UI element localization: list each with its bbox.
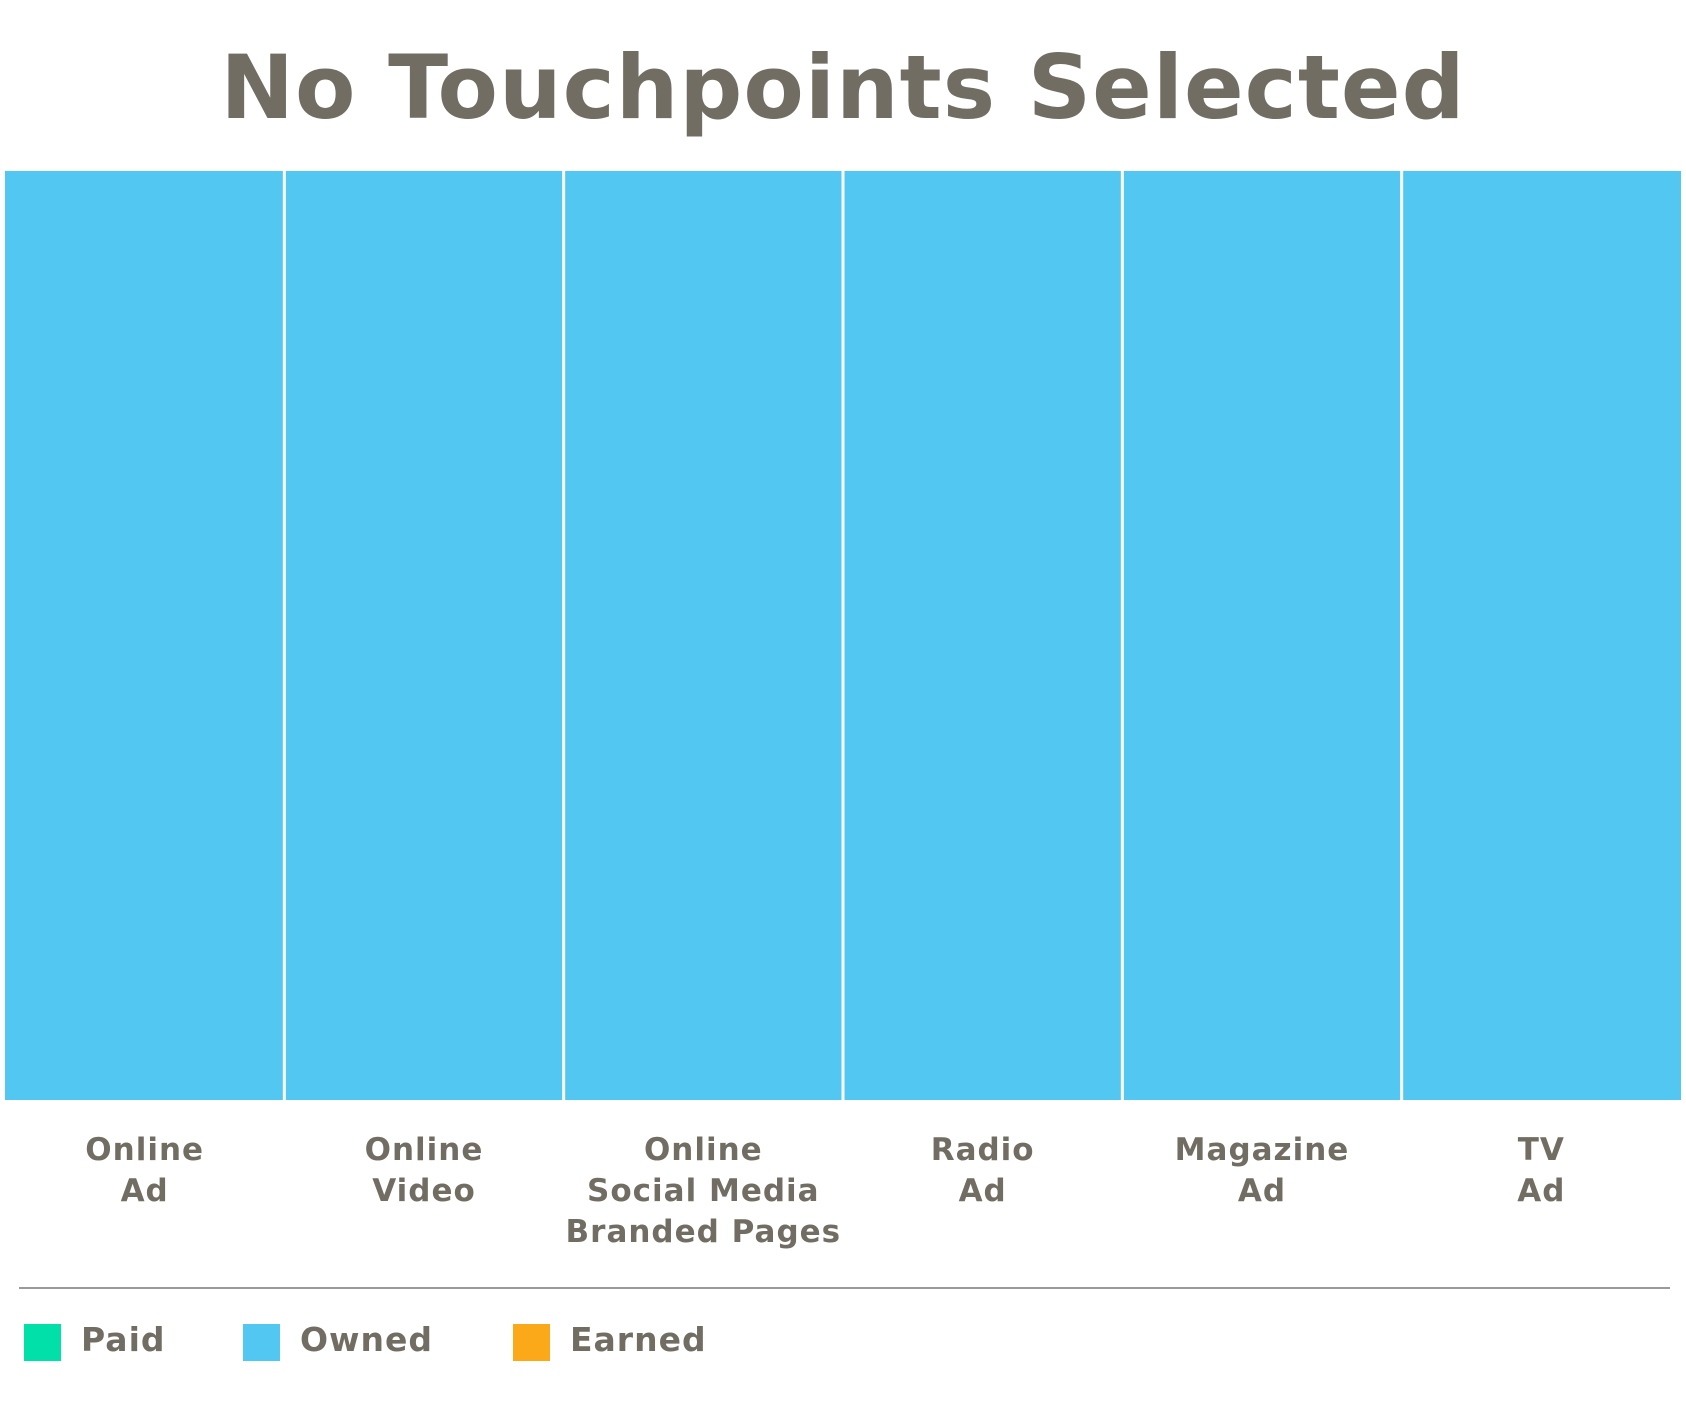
legend-swatch-earned <box>513 1324 550 1361</box>
legend-swatch-owned <box>243 1324 280 1361</box>
legend-divider <box>19 1287 1670 1289</box>
bar-owned-tv-ad <box>1403 171 1681 1100</box>
bar-owned-online-ad <box>5 171 283 1100</box>
legend-label-owned: Owned <box>300 1320 434 1359</box>
legend-label-earned: Earned <box>570 1320 707 1359</box>
category-label-online-ad: Online Ad <box>85 1132 205 1209</box>
legend-swatch-paid <box>24 1324 61 1361</box>
category-label-online-social-media-branded-pages: Online Social Media Branded Pages <box>565 1132 842 1250</box>
chart-title: No Touchpoints Selected <box>220 36 1466 139</box>
legend-label-paid: Paid <box>81 1320 166 1359</box>
bar-owned-online-social-media-branded-pages <box>565 171 842 1100</box>
bar-owned-radio-ad <box>844 171 1121 1100</box>
category-label-radio-ad: Radio Ad <box>930 1132 1035 1209</box>
category-label-tv-ad: TV Ad <box>1517 1132 1566 1209</box>
category-label-magazine-ad: Magazine Ad <box>1174 1132 1350 1209</box>
bar-owned-magazine-ad <box>1123 171 1401 1100</box>
bars-group <box>5 171 1681 1100</box>
category-label-online-video: Online Video <box>364 1132 484 1209</box>
bar-owned-online-video <box>285 171 563 1100</box>
